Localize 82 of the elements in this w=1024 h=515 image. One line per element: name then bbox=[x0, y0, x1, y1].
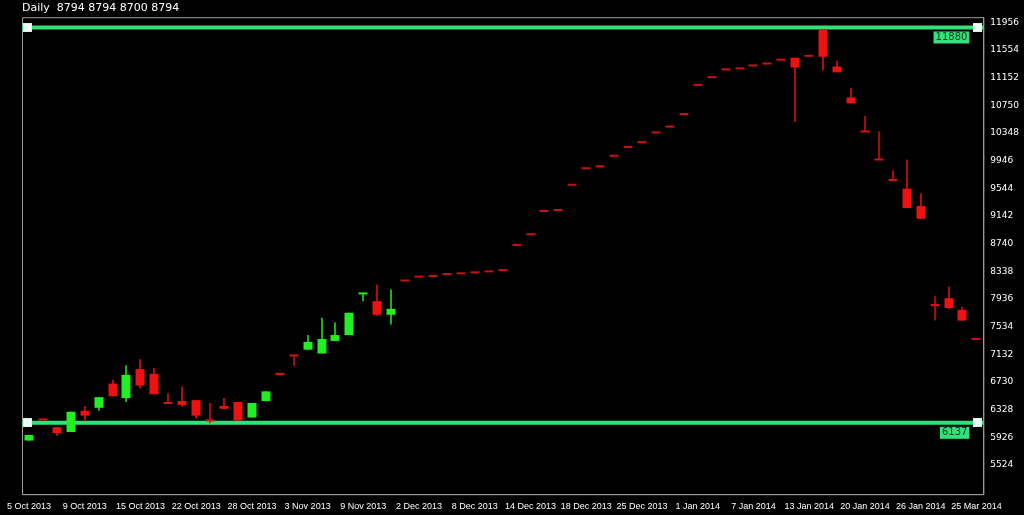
candlestick bbox=[526, 233, 536, 236]
candlestick bbox=[470, 271, 480, 274]
y-tick-label: 7132 bbox=[990, 348, 1014, 359]
candlestick bbox=[665, 125, 675, 128]
candlestick bbox=[512, 243, 522, 246]
y-tick-label: 5524 bbox=[990, 459, 1014, 470]
x-tick-label: 22 Oct 2013 bbox=[171, 501, 221, 512]
y-tick-label: 8338 bbox=[990, 265, 1014, 276]
y-tick-label: 6328 bbox=[990, 404, 1014, 415]
y-tick-label: 7534 bbox=[990, 321, 1014, 332]
y-tick-label: 10348 bbox=[990, 127, 1020, 138]
y-tick-label: 8740 bbox=[990, 238, 1014, 248]
candlestick bbox=[567, 183, 577, 186]
x-tick-label: 25 Mar 2014 bbox=[951, 501, 1002, 512]
candlestick bbox=[874, 131, 884, 161]
x-tick-label: 9 Nov 2013 bbox=[340, 501, 387, 512]
candlestick bbox=[456, 272, 466, 275]
ref-line-label: 6137 bbox=[941, 426, 968, 438]
chart-title: Daily 8794 8794 8700 8794 bbox=[22, 1, 180, 15]
x-tick-label: 7 Jan 2014 bbox=[731, 501, 776, 512]
candlestick bbox=[679, 112, 689, 115]
candlestick bbox=[595, 165, 605, 168]
x-tick-label: 8 Dec 2013 bbox=[451, 501, 498, 512]
y-tick-label: 5926 bbox=[990, 431, 1014, 442]
y-tick-label: 9142 bbox=[990, 210, 1014, 221]
x-tick-label: 25 Dec 2013 bbox=[616, 501, 668, 512]
candlestick bbox=[609, 154, 619, 157]
candlestick bbox=[707, 76, 717, 79]
y-tick-label: 9544 bbox=[990, 182, 1014, 193]
candlestick bbox=[637, 141, 647, 144]
candlestick bbox=[400, 279, 410, 282]
candlestick bbox=[581, 167, 591, 170]
candlestick bbox=[748, 64, 758, 67]
candlestick bbox=[428, 274, 438, 277]
y-tick-label: 10750 bbox=[990, 99, 1020, 110]
x-tick-label: 5 Oct 2013 bbox=[6, 501, 51, 512]
y-tick-label: 7936 bbox=[990, 293, 1014, 304]
x-tick-label: 20 Jan 2014 bbox=[840, 501, 890, 512]
candlestick bbox=[275, 372, 285, 375]
y-tick-label: 11554 bbox=[990, 44, 1020, 55]
candlestick bbox=[651, 131, 661, 134]
candlestick bbox=[177, 386, 187, 407]
candlestick bbox=[762, 62, 772, 65]
x-tick-label: 13 Jan 2014 bbox=[784, 501, 834, 512]
candlestick bbox=[888, 170, 898, 181]
y-tick-label: 9946 bbox=[990, 154, 1014, 165]
x-tick-label: 9 Oct 2013 bbox=[62, 501, 107, 512]
y-tick-label: 11956 bbox=[990, 16, 1020, 27]
candlestick bbox=[484, 270, 494, 273]
candlestick bbox=[205, 403, 215, 424]
candlestick bbox=[790, 57, 800, 122]
candlestick bbox=[804, 54, 814, 57]
y-tick-label: 11152 bbox=[990, 71, 1020, 82]
candlestick bbox=[414, 275, 424, 278]
candlestick bbox=[776, 58, 786, 61]
candlestick bbox=[721, 68, 731, 71]
candlestick bbox=[930, 296, 940, 321]
candlestick bbox=[289, 354, 299, 367]
candlestick bbox=[860, 115, 870, 133]
x-tick-label: 14 Dec 2013 bbox=[505, 501, 557, 512]
candlestick bbox=[971, 337, 981, 340]
ref-line-label: 11880 bbox=[935, 31, 968, 43]
candlestick bbox=[623, 145, 633, 148]
candlestick bbox=[693, 83, 703, 86]
candlestick bbox=[163, 393, 173, 404]
candlestick bbox=[330, 322, 340, 341]
x-tick-label: 28 Oct 2013 bbox=[227, 501, 277, 512]
candlestick bbox=[38, 418, 48, 421]
candlestick bbox=[498, 269, 508, 272]
candlestick bbox=[386, 289, 396, 325]
candlestick bbox=[539, 209, 549, 212]
x-tick-label: 3 Nov 2013 bbox=[284, 501, 331, 512]
candlestick bbox=[442, 273, 452, 276]
x-tick-label: 2 Dec 2013 bbox=[396, 501, 443, 512]
x-tick-label: 26 Jan 2014 bbox=[895, 501, 946, 512]
candlestick bbox=[735, 67, 745, 70]
y-tick-label: 6730 bbox=[990, 376, 1014, 387]
x-tick-label: 18 Dec 2013 bbox=[560, 501, 612, 512]
x-tick-label: 1 Jan 2014 bbox=[675, 501, 721, 512]
candlestick bbox=[219, 398, 229, 409]
x-tick-label: 15 Oct 2013 bbox=[115, 501, 165, 512]
candlestick bbox=[358, 292, 368, 302]
